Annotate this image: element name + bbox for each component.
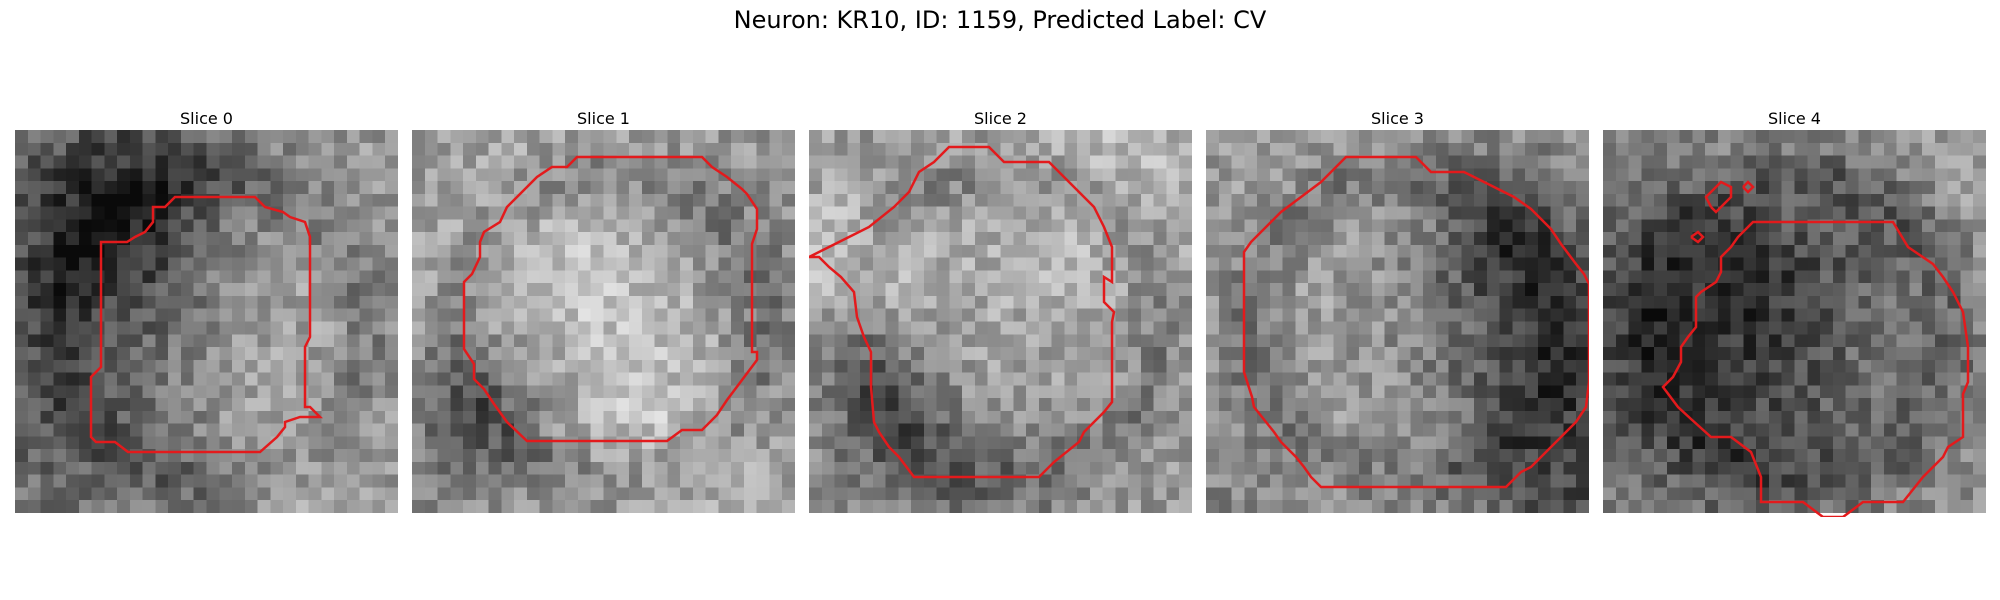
slice-panel-2: Slice 2 [809,108,1192,513]
slice-image-3 [1206,130,1589,513]
slice-title-4: Slice 4 [1768,109,1821,128]
slice-image-2 [809,130,1192,513]
slice-image-4 [1603,130,1986,513]
figure-title: Neuron: KR10, ID: 1159, Predicted Label:… [733,6,1267,34]
slice-title-2: Slice 2 [974,109,1027,128]
slice-title-1: Slice 1 [577,109,630,128]
slice-panel-3: Slice 3 [1206,108,1589,513]
slice-image-0 [15,130,398,513]
slice-image-1 [412,130,795,513]
slice-panel-4: Slice 4 [1603,108,1986,517]
slice-panel-0: Slice 0 [15,108,398,513]
slice-panel-1: Slice 1 [412,108,795,513]
slice-title-0: Slice 0 [180,109,233,128]
slice-title-3: Slice 3 [1371,109,1424,128]
